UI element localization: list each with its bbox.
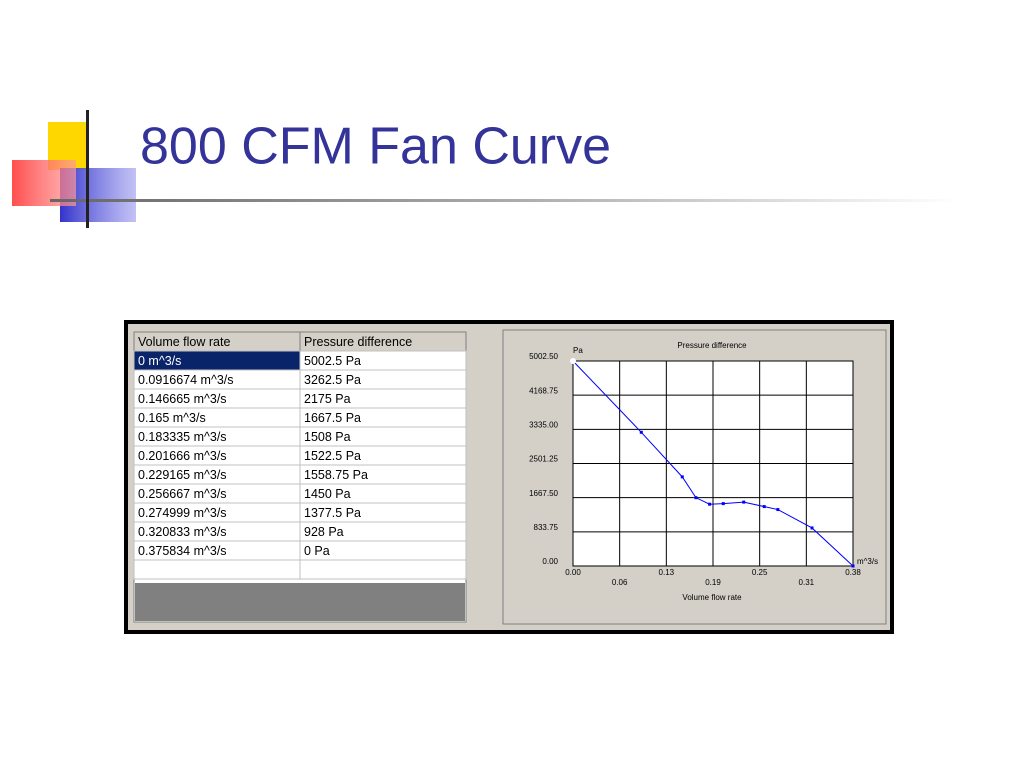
y-tick-label: 5002.50: [529, 352, 558, 361]
column-header: Volume flow rate: [138, 335, 230, 349]
y-tick-label: 2501.25: [529, 455, 558, 464]
data-point: [680, 475, 684, 479]
cell-text: 0.375834 m^3/s: [138, 544, 227, 558]
data-point: [570, 358, 576, 364]
x-tick-label: 0.25: [752, 568, 768, 577]
x-tick-label: 0.31: [799, 578, 815, 587]
x-tick-label: 0.06: [612, 578, 628, 587]
cell-text: 0.229165 m^3/s: [138, 468, 227, 482]
y-tick-label: 0.00: [542, 557, 558, 566]
data-point: [762, 505, 766, 509]
column-header: Pressure difference: [304, 335, 412, 349]
table-empty-area: [135, 583, 465, 621]
data-point: [742, 500, 746, 504]
cell-text: 0.183335 m^3/s: [138, 430, 227, 444]
deco-vline: [86, 110, 89, 228]
cell-text: 1667.5 Pa: [304, 411, 361, 425]
chart-title: Pressure difference: [677, 341, 747, 350]
y-tick-label: 1667.50: [529, 489, 558, 498]
cell-text: 1508 Pa: [304, 430, 351, 444]
cell-text: 0.320833 m^3/s: [138, 525, 227, 539]
data-point: [810, 526, 814, 530]
x-tick-label: 0.00: [565, 568, 581, 577]
cell-text: 3262.5 Pa: [304, 373, 361, 387]
x-axis-label: Volume flow rate: [682, 593, 742, 602]
cell-text: 0.165 m^3/s: [138, 411, 206, 425]
cell-text: 0.146665 m^3/s: [138, 392, 227, 406]
slide-title: 800 CFM Fan Curve: [140, 118, 611, 176]
data-point: [694, 496, 698, 500]
data-point: [851, 564, 855, 568]
x-tick-label: 0.38: [845, 568, 861, 577]
title-rule: [50, 199, 960, 202]
cell-text: 1522.5 Pa: [304, 449, 361, 463]
data-point: [639, 430, 643, 434]
cell-text: 0 Pa: [304, 544, 330, 558]
cell-text: 0.256667 m^3/s: [138, 487, 227, 501]
x-tick-label: 0.19: [705, 578, 721, 587]
data-point: [776, 508, 780, 512]
cell-text: 2175 Pa: [304, 392, 351, 406]
cell-text: 0 m^3/s: [138, 354, 181, 368]
data-point: [721, 502, 725, 506]
cell-text: 1450 Pa: [304, 487, 351, 501]
y-tick-label: 3335.00: [529, 420, 558, 429]
cell-text: 5002.5 Pa: [304, 354, 361, 368]
cell-text: 928 Pa: [304, 525, 344, 539]
cell-text: 0.0916674 m^3/s: [138, 373, 234, 387]
table-cell: [299, 559, 467, 580]
y-unit: Pa: [573, 346, 583, 355]
y-tick-label: 4168.75: [529, 386, 558, 395]
data-point: [708, 502, 712, 506]
cell-text: 0.201666 m^3/s: [138, 449, 227, 463]
deco-red: [12, 160, 76, 206]
table-cell: [133, 559, 301, 580]
cell-text: 0.274999 m^3/s: [138, 506, 227, 520]
cell-text: 1558.75 Pa: [304, 468, 368, 482]
x-tick-label: 0.13: [659, 568, 675, 577]
x-unit: m^3/s: [857, 557, 878, 566]
y-tick-label: 833.75: [534, 523, 559, 532]
cell-text: 1377.5 Pa: [304, 506, 361, 520]
